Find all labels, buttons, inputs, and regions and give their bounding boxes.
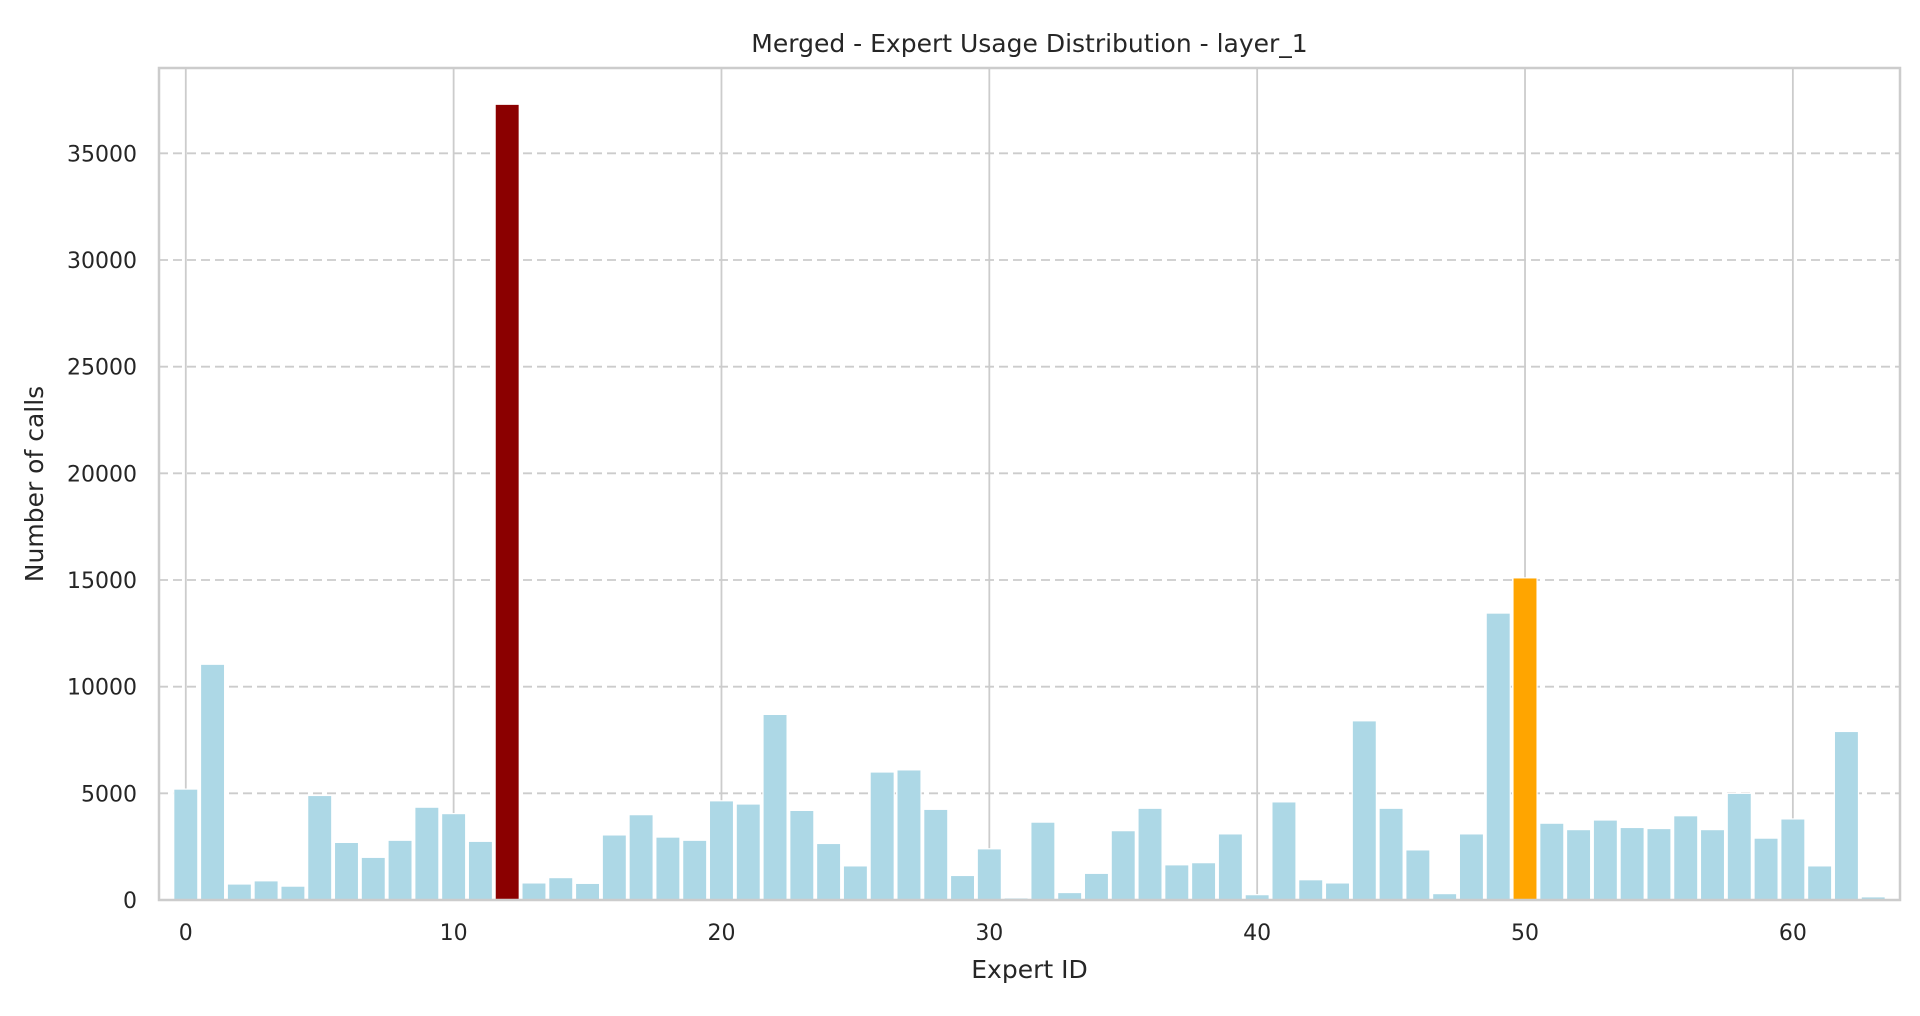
bar-expert-36	[1137, 807, 1163, 901]
bar-expert-20	[708, 800, 735, 901]
bar-expert-35	[1110, 830, 1136, 901]
bar-expert-11	[467, 840, 494, 901]
y-tick-label: 10000	[67, 676, 137, 701]
bar-expert-54	[1619, 826, 1645, 901]
bar-expert-16	[601, 834, 627, 901]
bar-expert-9	[414, 806, 440, 901]
bar-expert-28	[923, 808, 949, 901]
bar-expert-23	[789, 809, 815, 901]
bar-expert-10	[440, 812, 467, 901]
bar-expert-21	[735, 803, 761, 901]
bar-expert-13	[521, 882, 547, 901]
bar-expert-27	[896, 769, 922, 901]
bar-expert-46	[1405, 849, 1431, 901]
bar-expert-58	[1726, 792, 1752, 901]
bar-expert-49	[1485, 612, 1511, 901]
bar-expert-32	[1030, 821, 1056, 901]
bar-expert-61	[1806, 865, 1833, 901]
grid-layer	[159, 68, 1900, 900]
bar-expert-37	[1164, 864, 1190, 901]
bar-expert-52	[1565, 828, 1592, 901]
y-axis-label: Number of calls	[20, 386, 49, 582]
bar-expert-39	[1217, 833, 1244, 901]
bar-expert-51	[1539, 822, 1565, 901]
bar-expert-57	[1699, 828, 1726, 901]
bar-expert-25	[842, 865, 869, 901]
bar-expert-3	[253, 880, 279, 901]
bar-expert-18	[655, 836, 681, 901]
x-axis-label: Expert ID	[971, 955, 1088, 984]
bar-expert-12	[494, 103, 520, 901]
bars-layer	[173, 103, 1886, 901]
bar-expert-29	[949, 874, 976, 901]
y-tick-label: 5000	[81, 782, 137, 807]
y-tick-label: 35000	[67, 142, 137, 167]
y-tick-label: 0	[123, 889, 137, 914]
ticks-layer: 0 10 20 30 40 50 60 0 5000 10000 15000 20000 25000 30…	[67, 142, 1807, 946]
bar-expert-56	[1673, 815, 1699, 901]
bar-expert-17	[628, 814, 654, 901]
bar-expert-30	[976, 848, 1002, 901]
bar-expert-8	[387, 839, 413, 901]
bar-expert-5	[307, 794, 333, 901]
y-tick-label: 15000	[67, 569, 137, 594]
bar-expert-4	[280, 885, 306, 901]
y-tick-label: 25000	[67, 356, 137, 381]
bar-expert-2	[226, 883, 253, 901]
bar-expert-53	[1592, 819, 1619, 901]
x-tick-label: 20	[707, 921, 735, 946]
bar-expert-19	[682, 839, 708, 901]
bar-expert-24	[815, 842, 842, 901]
bar-expert-26	[869, 771, 895, 901]
bar-expert-15	[574, 882, 601, 901]
bar-expert-38	[1190, 862, 1217, 901]
bar-expert-60	[1780, 818, 1806, 901]
bar-expert-1	[199, 663, 226, 901]
bar-expert-22	[762, 713, 788, 901]
x-tick-label: 50	[1511, 921, 1539, 946]
bar-expert-6	[333, 841, 360, 901]
x-tick-label: 40	[1243, 921, 1271, 946]
bar-expert-48	[1458, 833, 1485, 901]
bar-expert-34	[1083, 872, 1110, 901]
bar-expert-14	[548, 876, 574, 901]
bar-expert-62	[1833, 730, 1860, 901]
x-tick-label: 10	[440, 921, 468, 946]
bar-expert-44	[1351, 720, 1377, 901]
bar-expert-7	[360, 856, 386, 901]
x-tick-label: 0	[179, 921, 193, 946]
bar-expert-45	[1378, 807, 1404, 901]
bar-expert-41	[1271, 801, 1297, 901]
bar-expert-50	[1512, 577, 1538, 901]
y-tick-label: 30000	[67, 249, 137, 274]
x-tick-label: 30	[975, 921, 1003, 946]
x-tick-label: 60	[1779, 921, 1807, 946]
y-tick-label: 20000	[67, 462, 137, 487]
plot-frame	[157, 66, 1902, 902]
bar-expert-42	[1298, 879, 1324, 901]
chart-title: Merged - Expert Usage Distribution - lay…	[751, 29, 1307, 58]
bar-expert-55	[1646, 827, 1672, 901]
bar-expert-0	[173, 788, 199, 901]
bar-expert-59	[1753, 837, 1779, 901]
bar-expert-43	[1324, 882, 1351, 901]
